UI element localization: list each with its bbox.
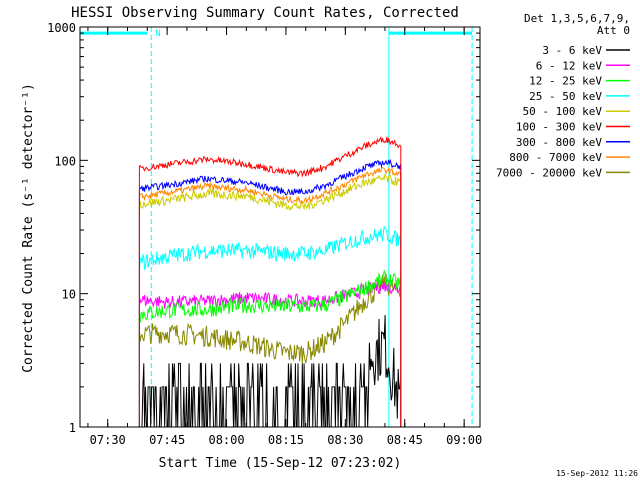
night-label: N bbox=[155, 29, 160, 39]
legend-header-line: Det 1,3,5,6,7,9, bbox=[524, 12, 630, 25]
x-axis-label: Start Time (15-Sep-12 07:23:02) bbox=[159, 456, 402, 471]
legend-header-line: Att 0 bbox=[597, 24, 630, 37]
legend-label: 3 - 6 keV bbox=[542, 44, 602, 57]
legend-label: 12 - 25 keV bbox=[529, 75, 602, 88]
series-line bbox=[138, 136, 402, 427]
series-line bbox=[138, 167, 402, 427]
series-line bbox=[138, 269, 402, 427]
legend-label: 25 - 50 keV bbox=[529, 90, 602, 103]
x-tick-label: 07:30 bbox=[90, 433, 126, 447]
night-markers: N bbox=[79, 27, 473, 427]
series-line bbox=[139, 314, 402, 427]
y-axis-label: Corrected Count Rate (s⁻¹ detector⁻¹) bbox=[21, 83, 36, 373]
y-tick-label: 10 bbox=[62, 288, 76, 302]
plot-frame bbox=[79, 26, 481, 428]
series-line bbox=[138, 273, 402, 427]
legend: 3 - 6 keV 6 - 12 keV 12 - 25 keV 25 - 50 ke… bbox=[496, 44, 630, 179]
legend-label: 7000 - 20000 keV bbox=[496, 166, 602, 179]
y-tick-label: 1000 bbox=[47, 21, 76, 35]
y-tick-label: 100 bbox=[54, 154, 76, 168]
legend-label: 300 - 800 keV bbox=[516, 136, 602, 149]
x-tick-label: 08:45 bbox=[387, 433, 423, 447]
x-tick-label: 07:45 bbox=[149, 433, 185, 447]
legend-label: 100 - 300 keV bbox=[516, 121, 602, 134]
chart-title: HESSI Observing Summary Count Rates, Cor… bbox=[71, 5, 459, 21]
series-line bbox=[138, 158, 402, 427]
legend-label: 800 - 7000 keV bbox=[509, 151, 602, 164]
x-tick-label: 08:00 bbox=[208, 433, 244, 447]
x-tick-label: 09:00 bbox=[446, 433, 482, 447]
x-tick-label: 08:15 bbox=[268, 433, 304, 447]
series-layer bbox=[138, 136, 402, 427]
plot-axes: 07:30 07:45 08:00 08:15 08:30 08:45 09:00 1 10 10… bbox=[47, 21, 482, 447]
series-line bbox=[138, 225, 402, 427]
x-tick-label: 08:30 bbox=[327, 433, 363, 447]
legend-label: 6 - 12 keV bbox=[536, 59, 603, 72]
y-tick-label: 1 bbox=[69, 421, 76, 435]
timestamp-label: 15-Sep-2012 11:26 bbox=[556, 469, 638, 478]
legend-label: 50 - 100 keV bbox=[523, 105, 603, 118]
legend-header: Det 1,3,5,6,7,9,Att 0 bbox=[524, 12, 630, 37]
series-line bbox=[138, 173, 402, 427]
